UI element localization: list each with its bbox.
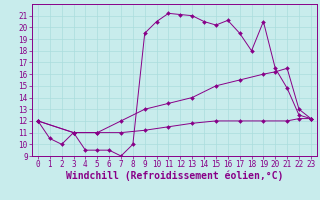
X-axis label: Windchill (Refroidissement éolien,°C): Windchill (Refroidissement éolien,°C) [66,171,283,181]
